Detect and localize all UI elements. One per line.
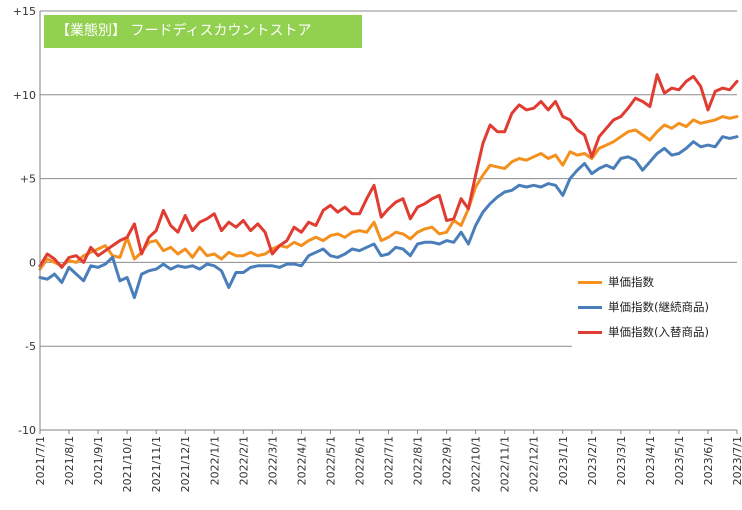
legend-item-continuing-products: 単価指数(継続商品) (578, 297, 709, 317)
y-tick-label: -5 (25, 340, 36, 353)
series-lines (38, 73, 739, 300)
y-tick-label: +15 (13, 5, 36, 18)
x-tick-label: 2022/3/1 (266, 436, 279, 485)
x-tick-label: 2022/8/1 (412, 436, 425, 485)
x-tick-label: 2023/5/1 (673, 436, 686, 485)
x-tick-label: 2022/2/1 (237, 436, 250, 485)
x-tick-label: 2023/2/1 (586, 436, 599, 485)
legend-swatch (578, 330, 602, 334)
y-tick-label: +5 (20, 173, 36, 186)
chart-title: 【業態別】 フードディスカウントストア (44, 15, 362, 48)
x-tick-label: 2023/4/1 (644, 436, 657, 485)
y-tick-label: 0 (29, 256, 36, 269)
legend-swatch (578, 280, 602, 284)
x-tick-label: 2022/6/1 (353, 436, 366, 485)
legend-label: 単価指数(継続商品) (608, 300, 709, 314)
legend-item-replaced-products: 単価指数(入替商品) (578, 322, 709, 342)
x-tick-label: 2022/10/1 (470, 436, 483, 492)
legend: 単価指数 単価指数(継続商品) 単価指数(入替商品) (572, 270, 742, 350)
x-tick-label: 2022/9/1 (441, 436, 454, 485)
x-tick-label: 2021/9/1 (92, 436, 105, 485)
legend-label: 単価指数(入替商品) (608, 325, 709, 339)
x-tick-label: 2021/10/1 (121, 436, 134, 492)
legend-item-unit-price-index: 単価指数 (578, 272, 654, 292)
x-tick-label: 2023/3/1 (615, 436, 628, 485)
x-tick-label: 2021/8/1 (63, 436, 76, 485)
x-tick-label: 2022/12/1 (528, 436, 541, 492)
series-line-0 (38, 115, 739, 271)
x-tick-label: 2021/12/1 (179, 436, 192, 492)
y-tick-label: -10 (18, 424, 36, 437)
x-tick-label: 2022/1/1 (208, 436, 221, 485)
x-tick-label: 2021/11/1 (150, 436, 163, 492)
x-tick-label: 2023/1/1 (557, 436, 570, 485)
legend-label: 単価指数 (608, 275, 654, 289)
x-tick-label: 2022/4/1 (295, 436, 308, 485)
series-line-1 (38, 135, 739, 300)
legend-swatch (578, 305, 602, 309)
series-line-2 (38, 73, 739, 269)
x-tick-label: 2021/7/1 (34, 436, 47, 485)
y-tick-label: +10 (13, 89, 36, 102)
y-axis-ticks: -10 -5 0 +5 +10 +15 (13, 5, 36, 437)
x-tick-label: 2022/11/1 (499, 436, 512, 492)
x-tick-label: 2022/5/1 (324, 436, 337, 485)
x-tick-label: 2022/7/1 (383, 436, 396, 485)
x-tick-label: 2023/6/1 (702, 436, 715, 485)
x-axis-ticks: 2021/7/1 2021/8/1 2021/9/1 2021/10/1 2021/11… (34, 430, 742, 492)
x-tick-label: 2023/7/1 (731, 436, 742, 485)
